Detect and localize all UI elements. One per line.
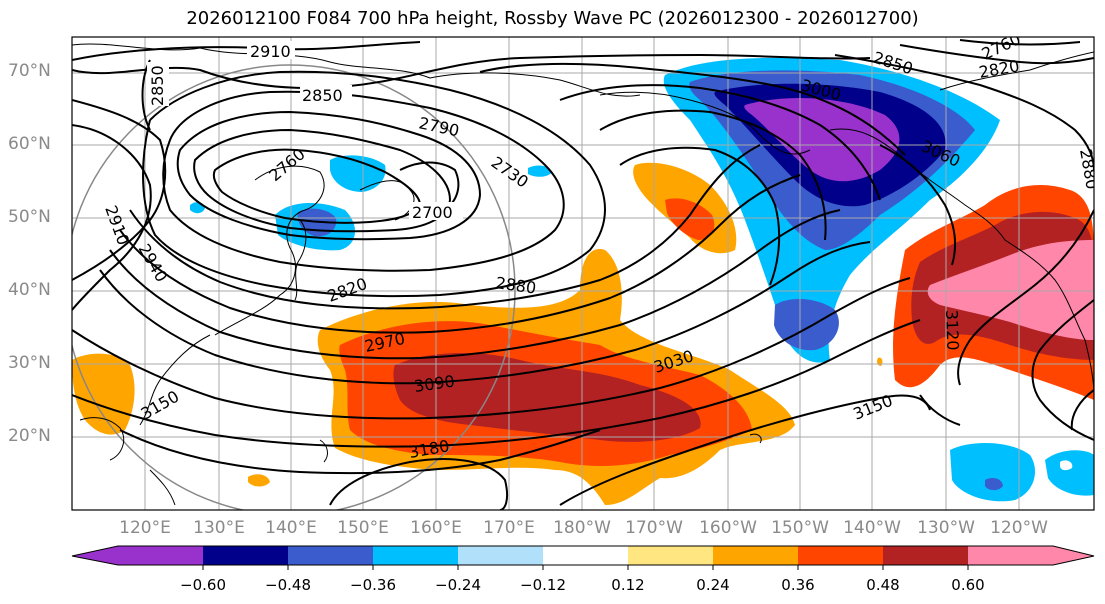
map-title: 2026012100 F084 700 hPa height, Rossby W… — [186, 8, 919, 29]
lon-label: 140°W — [843, 518, 901, 538]
lon-label: 120°E — [119, 518, 171, 538]
colorbar-ticks — [202, 565, 969, 570]
colorbar-segment — [883, 546, 968, 565]
colorbar-under-arrow — [72, 546, 118, 565]
colorbar-tick-label: −0.24 — [435, 576, 481, 594]
contour-label: 2910 — [250, 42, 291, 61]
colorbar-tick-label: −0.48 — [265, 576, 311, 594]
lon-label: 120°W — [990, 518, 1048, 538]
lon-label: 130°W — [917, 518, 975, 538]
lon-label: 160°E — [410, 518, 462, 538]
colorbar-segment — [203, 546, 288, 565]
colorbar-tick-label: −0.36 — [350, 576, 396, 594]
contour-label: 2700 — [412, 203, 453, 222]
coastlines — [72, 43, 1094, 506]
lat-label: 40°N — [8, 280, 51, 300]
colorbar-segment — [543, 546, 628, 565]
range-circle — [72, 64, 516, 510]
colorbar-segment — [373, 546, 458, 565]
negative-anomaly-subtropical-east — [950, 443, 1094, 502]
colorbar-tick-label: 0.12 — [611, 576, 645, 594]
colorbar — [71, 545, 1095, 570]
lat-label: 20°N — [8, 426, 51, 446]
lon-label: 130°E — [193, 518, 245, 538]
colorbar-segment — [458, 546, 543, 565]
lat-label: 70°N — [8, 61, 51, 81]
colorbar-segment — [713, 546, 798, 565]
lon-label: 170°E — [483, 518, 535, 538]
colorbar-over-arrow — [1053, 546, 1094, 565]
map-frame — [71, 36, 1095, 511]
lat-label: 50°N — [8, 207, 51, 227]
contour-label: 2850 — [148, 65, 167, 106]
lon-label: 180°W — [553, 518, 611, 538]
negative-anomaly-north-pacific — [663, 57, 1000, 363]
colorbar-tick-label: −0.60 — [180, 576, 226, 594]
contour-label: 2850 — [302, 86, 343, 105]
colorbar-segment — [968, 546, 1053, 565]
contour-labels: 2910 2850 2850 2790 2760 2730 2700 2820 … — [101, 37, 1094, 462]
colorbar-outline — [71, 545, 1095, 566]
lon-label: 150°E — [337, 518, 389, 538]
lat-label: 60°N — [8, 134, 51, 154]
colorbar-segment — [288, 546, 373, 565]
lon-label: 170°W — [625, 518, 683, 538]
lat-label: 30°N — [8, 353, 51, 373]
colorbar-tick-label: 0.36 — [781, 576, 815, 594]
colorbar-tick-label: 0.60 — [951, 576, 985, 594]
colorbar-tick-label: 0.48 — [866, 576, 900, 594]
negative-anomaly-west-pacific — [190, 155, 552, 251]
colorbar-tick-label: −0.12 — [520, 576, 566, 594]
lon-label: 150°W — [771, 518, 829, 538]
colorbar-segment — [798, 546, 883, 565]
colorbar-segment — [118, 546, 203, 565]
contour-label: 3120 — [942, 309, 962, 350]
lon-label: 160°W — [699, 518, 757, 538]
lon-label: 140°E — [265, 518, 317, 538]
colorbar-segment — [628, 546, 713, 565]
colorbar-tick-label: 0.24 — [696, 576, 730, 594]
